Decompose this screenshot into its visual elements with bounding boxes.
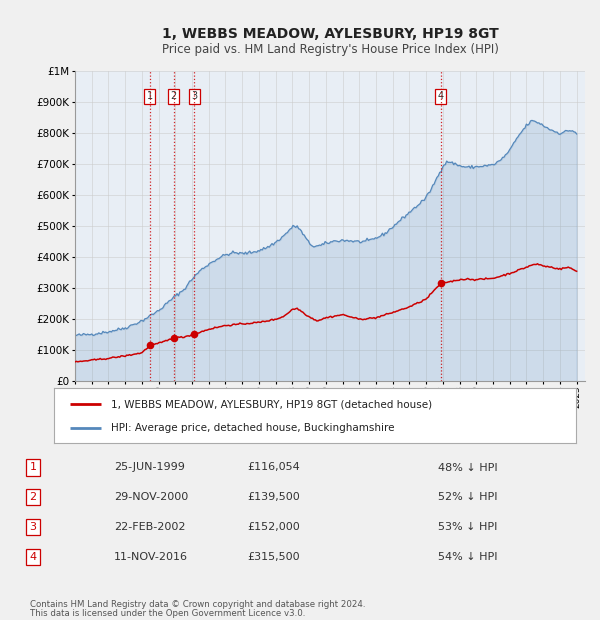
Text: 1, WEBBS MEADOW, AYLESBURY, HP19 8GT (detached house): 1, WEBBS MEADOW, AYLESBURY, HP19 8GT (de… [112, 399, 433, 409]
Text: 11-NOV-2016: 11-NOV-2016 [114, 552, 188, 562]
Text: £152,000: £152,000 [247, 522, 300, 532]
Text: Contains HM Land Registry data © Crown copyright and database right 2024.: Contains HM Land Registry data © Crown c… [30, 600, 365, 609]
Text: 54% ↓ HPI: 54% ↓ HPI [438, 552, 497, 562]
Text: This data is licensed under the Open Government Licence v3.0.: This data is licensed under the Open Gov… [30, 609, 305, 618]
Text: 22-FEB-2002: 22-FEB-2002 [114, 522, 185, 532]
Text: 3: 3 [29, 522, 37, 532]
Text: 2: 2 [29, 492, 37, 502]
Text: 48% ↓ HPI: 48% ↓ HPI [438, 463, 497, 472]
Text: 2: 2 [170, 91, 177, 101]
Text: 1: 1 [29, 463, 37, 472]
Text: 1, WEBBS MEADOW, AYLESBURY, HP19 8GT: 1, WEBBS MEADOW, AYLESBURY, HP19 8GT [161, 27, 499, 41]
Text: £315,500: £315,500 [247, 552, 300, 562]
Text: 25-JUN-1999: 25-JUN-1999 [114, 463, 185, 472]
Text: Price paid vs. HM Land Registry's House Price Index (HPI): Price paid vs. HM Land Registry's House … [161, 43, 499, 56]
Text: 3: 3 [191, 91, 197, 101]
Text: 29-NOV-2000: 29-NOV-2000 [114, 492, 188, 502]
Text: £116,054: £116,054 [247, 463, 300, 472]
Text: 52% ↓ HPI: 52% ↓ HPI [438, 492, 497, 502]
Text: 4: 4 [437, 91, 443, 101]
Text: 4: 4 [29, 552, 37, 562]
Text: 53% ↓ HPI: 53% ↓ HPI [438, 522, 497, 532]
Text: £139,500: £139,500 [247, 492, 300, 502]
Text: 1: 1 [147, 91, 153, 101]
Text: HPI: Average price, detached house, Buckinghamshire: HPI: Average price, detached house, Buck… [112, 423, 395, 433]
